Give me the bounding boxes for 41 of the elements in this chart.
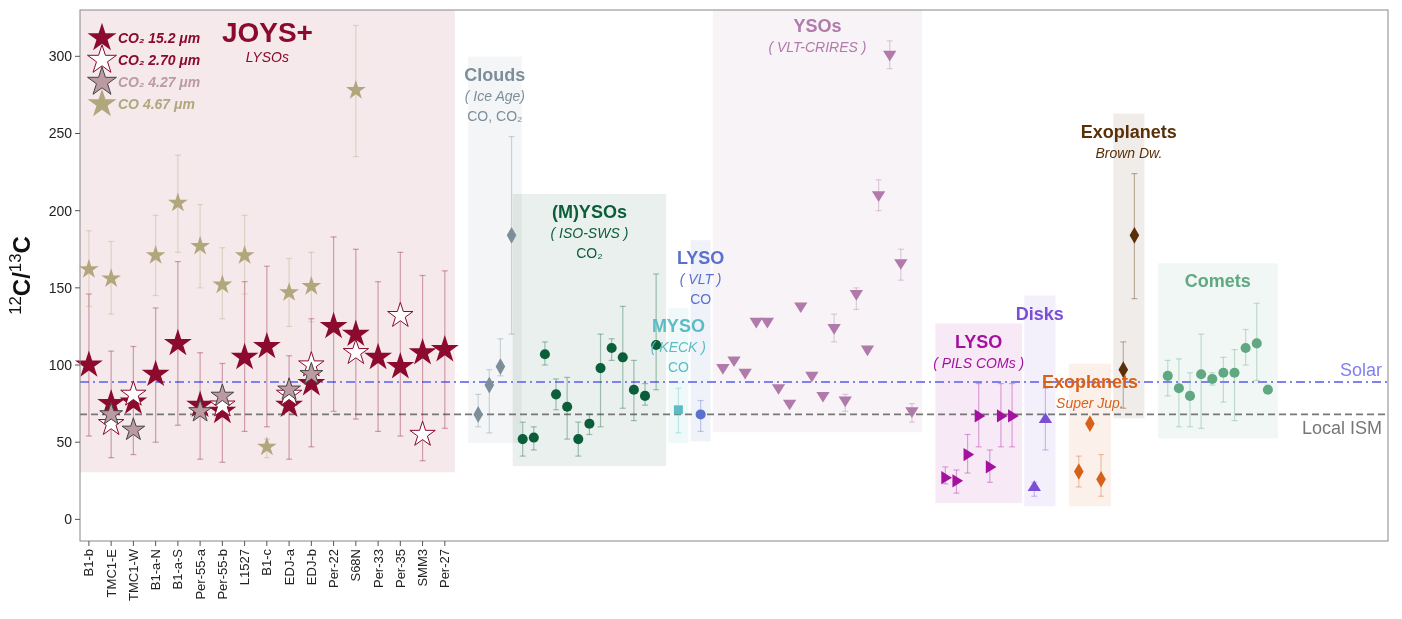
x-tick-label: B1-a-N (148, 549, 164, 591)
annotation: LYSO ( PILS COMs ) (933, 331, 1025, 371)
legend-label: CO 4.67 μm (118, 96, 195, 112)
ref-line-label: Local ISM (1301, 418, 1382, 439)
annotation: LYSO ( VLT ) CO (676, 248, 725, 308)
y-tick-label: 300 (48, 48, 73, 65)
legend-label: CO₂ 4.27 μm (118, 74, 201, 90)
y-tick-label: 150 (48, 279, 73, 296)
annotation: Disks (1015, 303, 1064, 324)
x-tick-label: B1-c (259, 548, 275, 576)
x-tick-label: EDJ-a (281, 548, 297, 586)
annotation: (M)YSOs ( ISO-SWS ) CO₂ (550, 201, 629, 261)
x-tick-label: Per-35 (392, 549, 408, 589)
annotation: Clouds ( Ice Age) CO, CO₂ (464, 64, 526, 124)
x-tick-label: EDJ-b (303, 549, 319, 586)
annotation: JOYS+ LYSOs (221, 17, 313, 65)
y-tick-label: 200 (48, 202, 73, 219)
y-tick-label: 50 (56, 434, 73, 451)
annotation: Exoplanets Super Jup. (1041, 371, 1138, 411)
legend-label: CO₂ 2.70 μm (118, 52, 201, 68)
x-tick-label: L1527 (237, 549, 253, 586)
annotation: Comets (1184, 271, 1251, 292)
x-tick-label: SMM3 (415, 549, 431, 587)
x-tick-label: Per-55-b (214, 549, 230, 600)
x-tick-label: S68N (348, 549, 364, 582)
x-tick-label: B1-a-S (170, 548, 186, 590)
annotation: YSOs ( VLT-CRIRES ) (768, 16, 867, 55)
x-tick-label: B1-b (81, 549, 97, 577)
x-tick-label: Per-27 (437, 549, 453, 589)
y-tick-label: 250 (48, 125, 73, 142)
x-tick-label: Per-55-a (192, 548, 208, 600)
legend-label: CO₂ 15.2 μm (118, 30, 201, 46)
annotation: MYSO ( KECK ) CO (650, 316, 706, 376)
x-tick-label: TMC1-W (125, 548, 141, 601)
x-tick-label: TMC1-E (103, 548, 119, 598)
annotation: Exoplanets Brown Dw. (1080, 121, 1177, 161)
x-tick-label: Per-22 (326, 549, 342, 589)
ref-line-label: Solar (1339, 360, 1382, 381)
y-tick-label: 100 (48, 356, 73, 373)
x-tick-label: Per-33 (370, 549, 386, 589)
y-tick-label: 0 (64, 511, 73, 528)
